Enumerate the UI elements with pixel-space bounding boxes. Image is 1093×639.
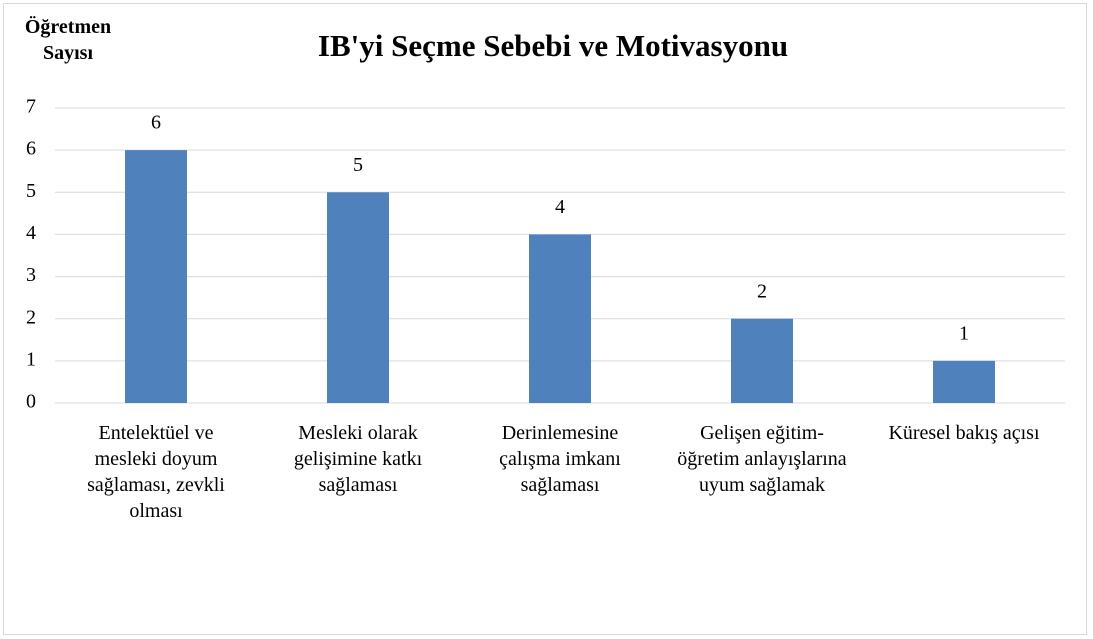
y-tick-label: 2 [26, 306, 36, 328]
data-label: 2 [757, 280, 767, 302]
chart-frame [3, 3, 1087, 635]
y-tick-label: 7 [26, 96, 36, 118]
y-tick-label: 4 [26, 222, 36, 244]
data-label: 5 [353, 154, 363, 176]
bar [933, 360, 995, 403]
x-tick-label: Derinlemesine çalışma imkanı sağlaması [499, 422, 621, 496]
x-tick-label: Küresel bakış açısı [888, 422, 1040, 444]
y-tick-label: 3 [26, 264, 36, 286]
y-axis-label: Öğretmen Sayısı [24, 16, 112, 64]
data-label: 4 [555, 196, 565, 218]
y-tick-label: 1 [26, 348, 36, 370]
bar [529, 234, 591, 403]
x-tick-label: Entelektüel ve mesleki doyum sağlaması, … [87, 422, 225, 522]
x-tick-label: Gelişen eğitim-öğretim anlayışlarına uyu… [677, 422, 847, 496]
chart-title: IB'yi Seçme Sebebi ve Motivasyonu [317, 28, 789, 63]
bar [731, 318, 793, 403]
y-tick-label: 6 [26, 138, 36, 160]
bar [327, 192, 389, 403]
bar [125, 150, 187, 403]
data-label: 6 [151, 112, 161, 134]
data-label: 1 [959, 322, 969, 344]
y-tick-label: 0 [26, 391, 36, 413]
x-tick-label: Mesleki olarak gelişimine katkı sağlamas… [293, 422, 423, 496]
y-tick-label: 5 [26, 180, 36, 202]
